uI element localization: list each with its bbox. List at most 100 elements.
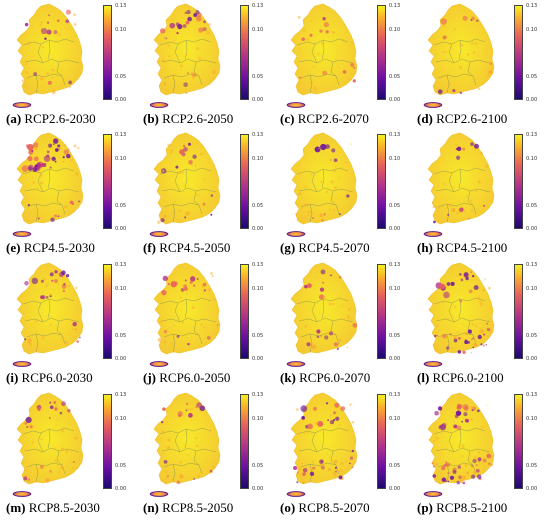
colorbar-tick: 0.10 xyxy=(389,156,401,162)
intensity-patch xyxy=(452,89,456,93)
intensity-patch xyxy=(211,274,214,278)
intensity-patch xyxy=(463,412,468,417)
intensity-patch xyxy=(451,207,456,212)
intensity-patch xyxy=(440,472,442,475)
intensity-patch xyxy=(342,70,347,74)
intensity-patch xyxy=(334,299,336,302)
intensity-patch xyxy=(193,13,198,17)
intensity-patch xyxy=(453,420,456,423)
intensity-patch xyxy=(72,328,75,331)
korea-map xyxy=(149,392,221,497)
colorbar xyxy=(103,134,112,229)
intensity-patch xyxy=(320,143,327,151)
intensity-patch xyxy=(183,147,188,152)
intensity-patch xyxy=(199,152,203,156)
intensity-patch xyxy=(312,467,316,471)
intensity-patch xyxy=(68,85,72,88)
intensity-patch xyxy=(27,143,34,151)
intensity-patch xyxy=(49,401,52,404)
colorbar xyxy=(514,134,523,229)
intensity-patch xyxy=(177,24,183,30)
intensity-patch xyxy=(24,474,28,478)
intensity-patch xyxy=(479,181,481,184)
panel-caption: (c) RCP2.6-2070 xyxy=(280,111,369,127)
intensity-patch xyxy=(47,157,49,159)
intensity-patch xyxy=(330,274,333,277)
jeju-island xyxy=(423,491,443,497)
intensity-patch xyxy=(471,465,474,467)
intensity-patch xyxy=(459,299,463,303)
intensity-patch xyxy=(27,164,34,171)
intensity-patch xyxy=(161,169,165,173)
intensity-patch xyxy=(438,425,443,430)
korea-map xyxy=(286,3,358,108)
intensity-patch xyxy=(473,456,477,460)
intensity-patch xyxy=(479,328,484,334)
intensity-patch xyxy=(470,271,473,274)
intensity-patch xyxy=(301,462,304,465)
intensity-patch xyxy=(64,341,68,345)
panel-caption: (i) RCP6.0-2030 xyxy=(6,370,93,386)
intensity-patch xyxy=(321,281,325,284)
intensity-patch xyxy=(325,144,330,149)
intensity-patch xyxy=(190,72,194,76)
intensity-patch xyxy=(479,304,482,307)
map-panel: 0.13 0.10 0.05 0.00 (o) RCP8.5-2070 xyxy=(276,389,413,521)
intensity-patch xyxy=(184,216,187,219)
colorbar-tick: 0.10 xyxy=(252,286,264,292)
intensity-patch xyxy=(210,430,212,432)
intensity-patch xyxy=(195,437,198,440)
intensity-patch xyxy=(477,334,482,340)
intensity-patch xyxy=(448,203,452,207)
intensity-patch xyxy=(195,46,200,51)
intensity-patch xyxy=(40,438,43,441)
intensity-patch xyxy=(45,285,48,288)
intensity-patch xyxy=(171,149,174,152)
intensity-patch xyxy=(163,214,167,218)
colorbar-tick: 0.00 xyxy=(526,226,538,232)
intensity-patch xyxy=(483,465,486,468)
intensity-patch xyxy=(61,270,66,276)
korea-map xyxy=(149,132,221,237)
intensity-patch xyxy=(330,180,334,184)
intensity-patches xyxy=(157,142,214,224)
panel-letter: (p) xyxy=(417,500,433,515)
intensity-patch xyxy=(176,480,181,485)
intensity-patch xyxy=(441,466,446,471)
intensity-patch xyxy=(319,29,323,33)
intensity-patch xyxy=(189,408,192,411)
intensity-patch xyxy=(171,18,174,21)
intensity-patch xyxy=(447,213,450,216)
intensity-patch xyxy=(201,284,205,288)
intensity-patch xyxy=(69,422,71,425)
intensity-patch xyxy=(315,277,318,279)
intensity-patch xyxy=(191,407,194,410)
intensity-patch xyxy=(318,147,320,150)
intensity-patch xyxy=(183,144,186,148)
intensity-patch xyxy=(27,155,33,162)
intensity-patch xyxy=(316,329,321,334)
intensity-patch xyxy=(441,422,447,428)
colorbar-tick: 0.13 xyxy=(252,132,264,138)
intensity-patch xyxy=(329,414,333,417)
intensity-patch xyxy=(42,162,47,167)
intensity-patch xyxy=(212,298,216,302)
panel-letter: (c) xyxy=(280,111,295,126)
intensity-patch xyxy=(484,278,486,280)
intensity-patch xyxy=(470,351,473,354)
intensity-patch xyxy=(192,154,197,159)
intensity-patch xyxy=(196,278,199,280)
intensity-patch xyxy=(51,68,55,72)
intensity-patch xyxy=(471,323,474,326)
intensity-patch xyxy=(333,419,336,422)
colorbar xyxy=(240,134,249,229)
intensity-patch xyxy=(480,152,484,155)
intensity-patch xyxy=(471,474,476,479)
intensity-patch xyxy=(21,79,25,83)
intensity-patch xyxy=(47,80,52,85)
intensity-patch xyxy=(319,463,324,467)
intensity-patches xyxy=(161,402,216,485)
intensity-patch xyxy=(456,212,459,214)
intensity-patch xyxy=(333,459,338,464)
intensity-patch xyxy=(197,474,201,478)
